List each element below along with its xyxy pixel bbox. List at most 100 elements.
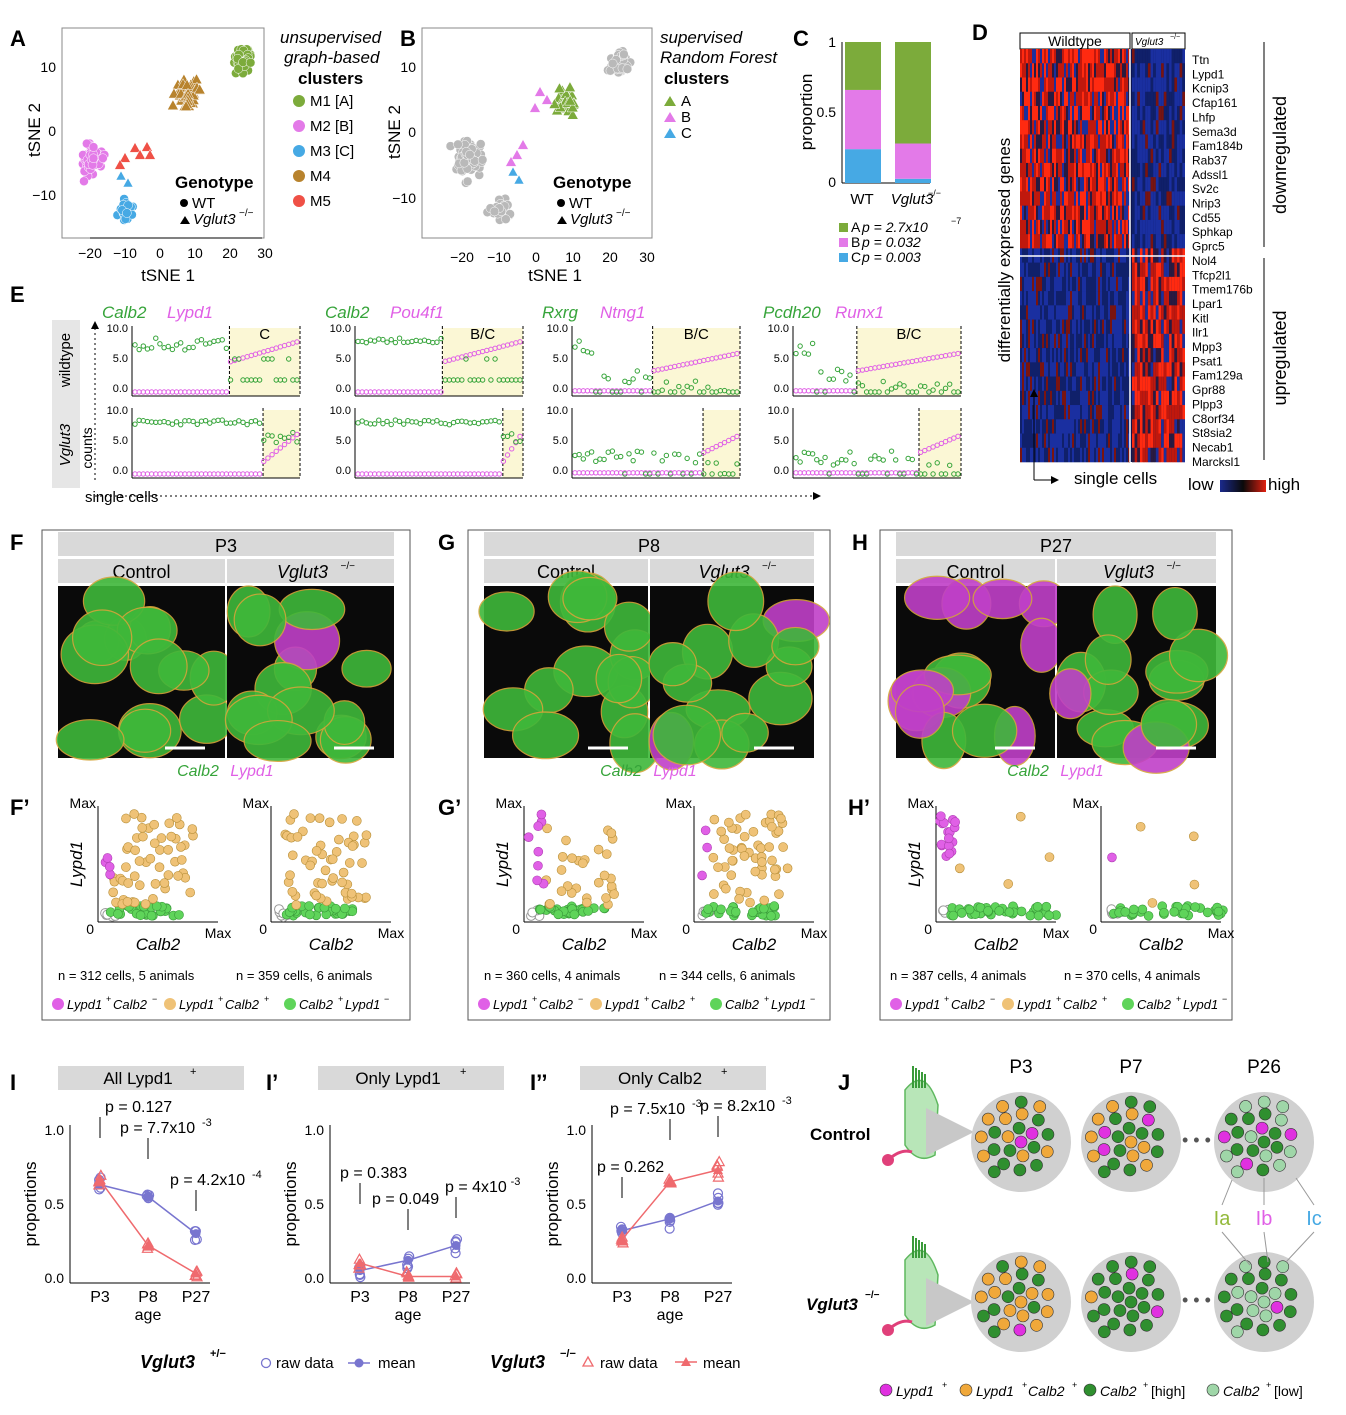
calb2-cell <box>55 719 125 761</box>
point-double <box>774 889 784 899</box>
heatmap-cell <box>1110 49 1112 64</box>
gene-point <box>508 431 515 437</box>
heatmap-cell <box>1174 333 1178 349</box>
gene-point <box>572 344 578 350</box>
heatmap-cell <box>1056 177 1058 192</box>
gene-label: Gprc5 <box>1192 240 1225 254</box>
heatmap-cell <box>1050 362 1052 377</box>
heatmap-cell <box>1046 291 1048 306</box>
heatmap-cell <box>1060 49 1062 64</box>
heatmap-cell <box>1122 362 1124 377</box>
heatmap-col-ko-label: Vglut3 <box>1135 37 1164 48</box>
neuron-d <box>1258 1267 1272 1281</box>
point-double <box>954 863 965 874</box>
neuron-l <box>1276 1100 1290 1113</box>
gene-point <box>688 385 695 391</box>
heatmap-cell <box>1155 348 1159 363</box>
heatmap-cell <box>1139 362 1143 377</box>
heatmap-cell <box>1153 105 1156 121</box>
heatmap-cell <box>1150 419 1154 434</box>
heatmap-cell <box>1090 419 1092 434</box>
heatmap-cell <box>1054 191 1056 206</box>
heatmap-cell <box>1158 276 1162 292</box>
heatmap-cell <box>1110 63 1112 78</box>
heatmap-cell <box>1179 362 1183 377</box>
superscript: − <box>578 994 583 1004</box>
heatmap-cell <box>1080 376 1082 392</box>
heatmap-cell <box>1104 419 1106 434</box>
heatmap-cell <box>1078 262 1080 278</box>
heatmap-cell <box>1122 348 1124 363</box>
heatmap-cell <box>1174 162 1178 178</box>
heatmap-cell <box>1062 276 1064 292</box>
point-lypd1 <box>697 870 707 881</box>
heatmap-cell <box>1161 405 1164 420</box>
marker-point <box>290 435 296 441</box>
neuron-d <box>988 1125 1002 1139</box>
point-double <box>337 877 347 888</box>
heatmap-cell <box>1072 419 1074 434</box>
tsne-point <box>566 101 579 113</box>
point-double <box>287 886 298 897</box>
heatmap-cell <box>1050 319 1052 335</box>
heatmap-cell <box>1177 134 1180 149</box>
heatmap-cell <box>1134 376 1138 392</box>
heatmap-cell <box>1177 405 1180 420</box>
subtype-Ic: Ic <box>1306 1208 1322 1230</box>
heatmap-cell <box>1139 291 1143 306</box>
neuron-d <box>1124 1255 1138 1269</box>
heatmap-cell <box>1128 376 1130 392</box>
heatmap-cell <box>1132 91 1135 107</box>
heatmap-cell <box>1080 148 1082 164</box>
heatmap-cell <box>1066 234 1068 249</box>
heatmap-cell <box>1124 191 1126 206</box>
n-label-control: n = 360 cells, 4 animals <box>484 968 621 983</box>
heatmap-cell <box>1032 305 1034 320</box>
heatmap-cell <box>1070 105 1072 121</box>
plot-title-bg <box>58 1066 244 1090</box>
lypd1-cell <box>1020 617 1063 673</box>
heatmap-cell <box>1132 234 1135 249</box>
neuron-d <box>1122 1121 1136 1135</box>
mean-point-ko <box>355 1258 365 1268</box>
heatmap-cell <box>1163 91 1167 107</box>
heatmap-cell <box>1112 419 1114 434</box>
point-calb2 <box>948 910 959 921</box>
heatmap-cell <box>1086 219 1088 235</box>
neuron-d <box>1107 1317 1120 1331</box>
heatmap-cell <box>1084 405 1086 420</box>
heatmap-cell <box>1082 177 1084 192</box>
legend-title-2: Random Forest <box>660 48 778 67</box>
heatmap-cell <box>1179 447 1183 463</box>
heatmap-cell <box>1076 49 1078 64</box>
heatmap-cell <box>1088 433 1090 449</box>
heatmap-cell <box>1120 205 1122 221</box>
neuron-l <box>1231 1165 1244 1179</box>
heatmap-cell <box>1137 205 1140 221</box>
superscript: + <box>1102 994 1107 1004</box>
panelB-yaxis: 10 0 −10 tSNE 2 <box>385 59 416 206</box>
heatmap-cell <box>1124 120 1126 135</box>
heatmap-cell <box>1122 134 1124 149</box>
heatmap-cell <box>1108 77 1110 93</box>
point-double <box>767 821 777 832</box>
heatmap-cell <box>1090 376 1092 392</box>
heatmap-cell <box>1080 219 1082 235</box>
heatmap-cell <box>1150 405 1154 420</box>
heatmap-cell <box>1094 319 1096 335</box>
gene-point <box>446 422 453 428</box>
heatmap-cell <box>1150 177 1154 192</box>
heatmap-cell <box>1068 333 1070 349</box>
heatmap-cell <box>1066 177 1068 192</box>
gene-title-green: Rxrg <box>542 303 578 322</box>
heatmap-cell <box>1074 405 1076 420</box>
heatmap-cell <box>1030 177 1032 192</box>
heatmap-cell <box>1153 77 1156 93</box>
heatmap-cell <box>1062 234 1064 249</box>
heatmap-cell <box>1090 291 1092 306</box>
heatmap-cell <box>1058 77 1060 93</box>
heatmap-cell <box>1098 433 1100 449</box>
heatmap-cell <box>1104 390 1106 406</box>
heatmap-cell <box>1179 348 1183 363</box>
ko-label: Vglut3 <box>490 1352 545 1372</box>
